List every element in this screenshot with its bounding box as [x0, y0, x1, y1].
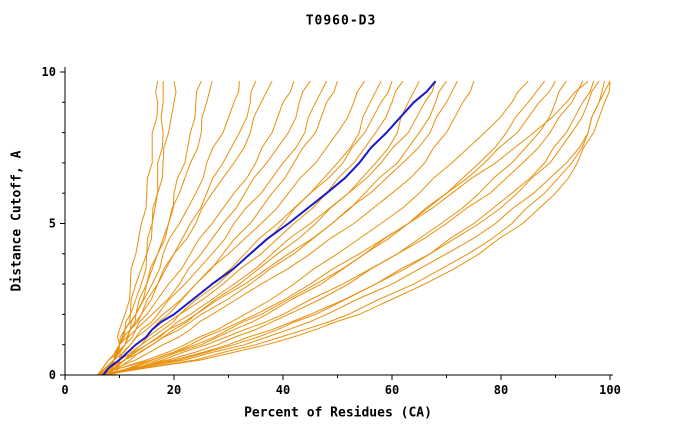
y-axis-label: Distance Cutoff, A [9, 150, 25, 292]
series-line-other-model-13 [97, 80, 366, 376]
series-line-other-model-24 [97, 80, 556, 376]
series-line-other-model-22 [97, 80, 529, 376]
series-line-other-model-10 [97, 80, 311, 376]
series-line-other-model-26 [108, 80, 584, 376]
series-line-other-model-32 [97, 80, 606, 376]
x-tick-label: 40 [276, 383, 290, 397]
series-line-other-model-30 [103, 81, 611, 376]
series-group [97, 80, 611, 376]
y-tick-label: 0 [49, 368, 56, 382]
x-tick-label: 0 [61, 383, 68, 397]
x-tick-label: 20 [167, 383, 181, 397]
x-tick-label: 80 [494, 383, 508, 397]
series-line-other-model-16 [97, 80, 404, 376]
series-line-highlighted-model [102, 80, 437, 376]
series-line-other-model-23 [103, 80, 545, 376]
y-tick-label: 10 [42, 65, 56, 79]
series-line-other-model-08 [108, 80, 273, 376]
series-line-other-model-11 [108, 80, 328, 376]
series-line-other-model-21 [102, 80, 475, 376]
series-line-other-model-31 [108, 80, 589, 376]
y-tick-label: 5 [49, 217, 56, 231]
chart-title: T0960-D3 [305, 13, 377, 29]
series-line-other-model-19 [97, 80, 447, 376]
series-line-other-model-29 [97, 80, 611, 376]
series-line-other-model-09 [102, 80, 295, 376]
axes-group: 0 20 40 60 80 100 0 5 10 [42, 65, 621, 397]
series-line-other-model-28 [103, 80, 600, 376]
x-tick-label: 100 [599, 383, 621, 397]
x-axis-label: Percent of Residues (CA) [244, 405, 432, 421]
series-line-other-model-20 [102, 80, 458, 376]
x-tick-label: 60 [385, 383, 399, 397]
